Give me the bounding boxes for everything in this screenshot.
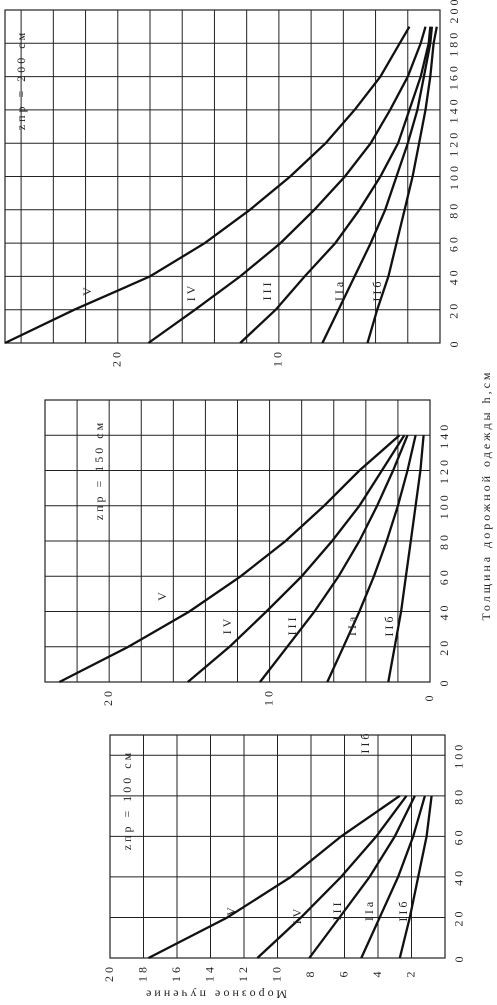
curve [321, 26, 434, 344]
curve [58, 434, 401, 684]
y-tick-label: 2 [403, 969, 417, 978]
x-tick-label: 0 [437, 678, 451, 687]
curve-label: IIб [370, 278, 384, 301]
y-tick-label: 10 [269, 964, 283, 982]
curve [147, 794, 401, 960]
curve [256, 795, 408, 959]
x-tick-label: 80 [437, 532, 451, 550]
x-tick-label: 60 [452, 827, 466, 845]
x-tick-label: 100 [447, 163, 461, 190]
curve-label: III [260, 280, 274, 301]
panel-title: zпр = 150 см [92, 420, 106, 520]
y-tick-label: 12 [236, 964, 250, 982]
x-tick-label: 60 [437, 567, 451, 585]
y-tick-label: 10 [261, 688, 275, 706]
curve-label: IIa [362, 899, 376, 921]
curve [147, 26, 427, 344]
y-tick-label: 20 [101, 688, 115, 706]
y-axis-title: Морозное пучение [143, 987, 287, 1001]
panel-title: zпр = 100 см [120, 750, 134, 850]
curve-label: IIб [396, 898, 410, 921]
y-tick-label: 20 [102, 964, 116, 982]
y-tick-label: 8 [303, 969, 317, 978]
annotation: IIб [358, 730, 372, 753]
curve [360, 795, 427, 959]
curve-label: V [224, 904, 238, 916]
curve [239, 26, 432, 344]
x-tick-label: 100 [452, 742, 466, 769]
x-tick-label: 120 [437, 457, 451, 484]
curve [326, 435, 417, 683]
curve-label: V [155, 589, 169, 601]
curve-label: IIa [332, 279, 346, 301]
plot-frame [44, 399, 431, 683]
x-tick-label: 20 [452, 908, 466, 926]
y-tick-label: 6 [336, 969, 350, 978]
x-tick-label: 80 [447, 201, 461, 219]
curve [398, 795, 433, 959]
plot-frame [4, 9, 441, 344]
y-tick-label: 14 [202, 964, 216, 982]
y-tick-label: 16 [169, 964, 183, 982]
curve-label: IIб [382, 613, 396, 636]
x-tick-label: 100 [437, 492, 451, 519]
curve-label: III [330, 900, 344, 921]
panel-title: zпр = 200 см [14, 30, 28, 130]
curve [387, 435, 425, 683]
curve-label: IIa [345, 614, 359, 636]
curve [366, 26, 438, 344]
curve-label: IV [220, 616, 234, 635]
curve-label: IV [184, 283, 198, 302]
x-tick-label: 40 [447, 267, 461, 285]
curve-label: III [285, 615, 299, 636]
x-tick-label: 120 [447, 130, 461, 157]
x-tick-label: 20 [437, 638, 451, 656]
x-tick-label: 180 [447, 30, 461, 57]
x-tick-label: 40 [437, 603, 451, 621]
x-tick-label: 200 [447, 0, 461, 24]
x-tick-label: 140 [447, 96, 461, 123]
x-tick-label: 0 [447, 339, 461, 348]
curve-label: IV [290, 906, 304, 925]
plot-frame [109, 734, 446, 959]
curve [187, 434, 406, 683]
x-tick-label: 140 [437, 422, 451, 449]
x-tick-label: 20 [447, 301, 461, 319]
x-tick-label: 60 [447, 234, 461, 252]
x-tick-label: 40 [452, 868, 466, 886]
x-tick-label: 0 [452, 954, 466, 963]
curve [308, 795, 416, 959]
y-tick-label: 10 [271, 349, 285, 367]
x-axis-title: Толщина дорожной одежды h,см [479, 369, 493, 620]
curve [259, 434, 409, 683]
y-tick-label: 18 [135, 964, 149, 982]
x-tick-label: 160 [447, 63, 461, 90]
curve-label: V [80, 284, 94, 296]
y-tick-label: 20 [110, 349, 124, 367]
y-tick-label: 4 [370, 969, 384, 978]
curve [4, 26, 411, 345]
x-tick-label: 80 [452, 787, 466, 805]
y-tick-label: 0 [422, 693, 436, 702]
